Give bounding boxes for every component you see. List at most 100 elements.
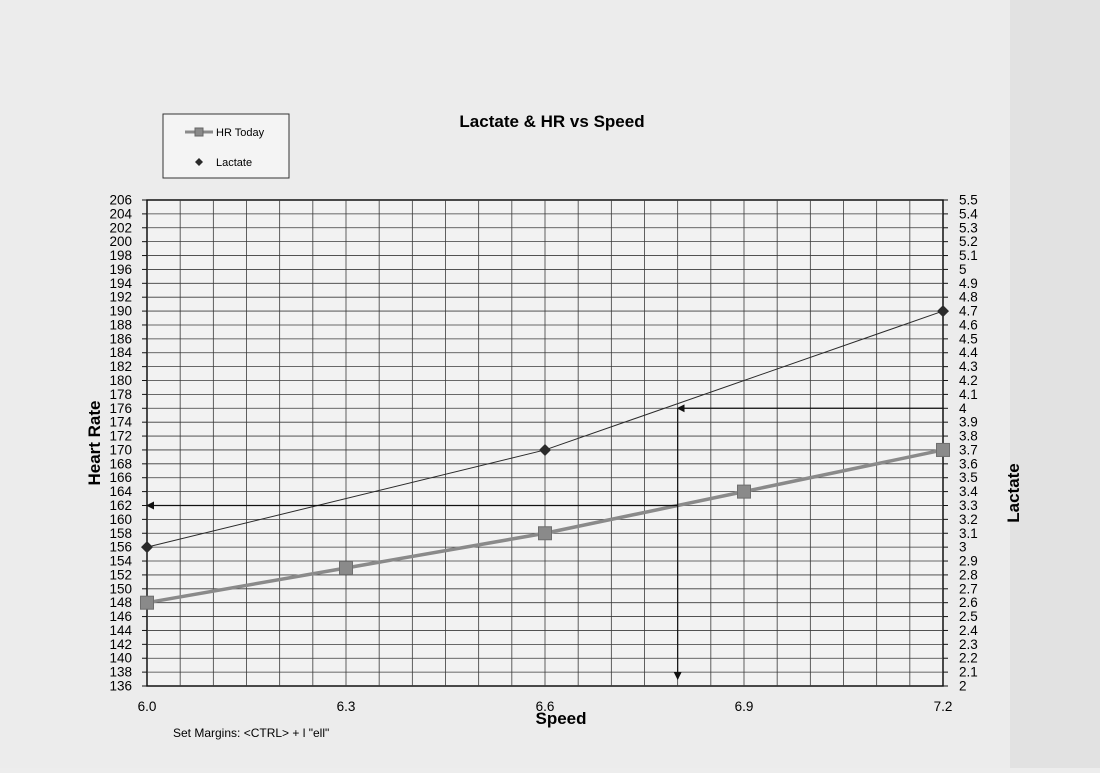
legend-hr-label: HR Today	[216, 127, 265, 139]
y-left-tick-label: 166	[109, 470, 132, 485]
hr-point	[737, 484, 751, 499]
y-right-tick-label: 5.2	[959, 234, 978, 249]
y-axis-left-label: Heart Rate	[85, 400, 104, 485]
y-left-tick-label: 172	[109, 429, 132, 444]
x-tick-label: 6.9	[735, 699, 754, 714]
y-right-tick-label: 3.5	[959, 470, 978, 485]
y-left-tick-label: 170	[109, 442, 132, 457]
legend-lactate-marker	[195, 158, 203, 166]
y-right-tick-label: 5	[959, 262, 967, 277]
y-left-tick-label: 168	[109, 456, 132, 471]
y-right-tick-label: 3.6	[959, 456, 978, 471]
x-tick-label: 6.0	[138, 699, 157, 714]
lactate-point	[141, 541, 153, 554]
y-right-tick-label: 2.8	[959, 567, 978, 582]
y-right-tick-label: 2.3	[959, 637, 978, 652]
y-right-tick-label: 2.7	[959, 581, 978, 596]
y-left-tick-label: 144	[109, 623, 132, 638]
y-left-tick-label: 148	[109, 595, 132, 610]
y-left-tick-label: 192	[109, 290, 132, 305]
footer-note: Set Margins: <CTRL> + l "ell"	[173, 726, 329, 740]
y-left-tick-label: 176	[109, 401, 132, 416]
y-right-tick-label: 3.3	[959, 498, 978, 513]
y-right-tick-label: 3.9	[959, 415, 978, 430]
hr-point	[538, 526, 552, 541]
x-axis-label: Speed	[535, 709, 586, 728]
y-right-tick-label: 3.8	[959, 429, 978, 444]
y-left-tick-label: 152	[109, 567, 132, 582]
y-left-tick-label: 180	[109, 373, 132, 388]
y-right-tick-label: 4.9	[959, 276, 978, 291]
y-left-tick-label: 136	[109, 679, 132, 694]
y-right-tick-label: 4.6	[959, 317, 978, 332]
y-left-tick-label: 198	[109, 248, 132, 263]
y-left-tick-label: 182	[109, 359, 132, 374]
y-left-tick-label: 162	[109, 498, 132, 513]
paper-edge-shadow	[1010, 0, 1100, 768]
annotation-arrows	[146, 404, 943, 681]
lactate-point	[539, 443, 551, 456]
legend-hr-marker	[194, 127, 204, 137]
y-left-tick-label: 196	[109, 262, 132, 277]
y-left-tick-label: 200	[109, 234, 132, 249]
y-right-tick-labels: 22.12.22.32.42.52.62.72.82.933.13.23.33.…	[943, 193, 978, 694]
series-layer	[140, 305, 950, 610]
y-right-tick-label: 5.3	[959, 220, 978, 235]
y-left-tick-label: 194	[109, 276, 132, 291]
hr-point	[936, 442, 950, 457]
y-left-tick-label: 156	[109, 540, 132, 555]
y-right-tick-label: 2.6	[959, 595, 978, 610]
y-left-tick-label: 160	[109, 512, 132, 527]
y-right-tick-label: 5.4	[959, 206, 978, 221]
y-left-tick-label: 174	[109, 415, 132, 430]
legend: HR Today Lactate	[162, 113, 290, 179]
y-right-tick-label: 3.7	[959, 442, 978, 457]
x-tick-label: 7.2	[934, 699, 953, 714]
y-left-tick-label: 164	[109, 484, 132, 499]
legend-box	[162, 113, 290, 179]
y-right-tick-label: 4.2	[959, 373, 978, 388]
hr-point	[339, 560, 353, 575]
y-right-tick-label: 3.1	[959, 526, 978, 541]
y-left-tick-label: 178	[109, 387, 132, 402]
y-left-tick-labels: 1361381401421441461481501521541561581601…	[109, 193, 147, 694]
y-right-tick-label: 4.5	[959, 331, 978, 346]
y-right-tick-label: 2.9	[959, 554, 978, 569]
y-left-tick-label: 138	[109, 665, 132, 680]
y-left-tick-label: 184	[109, 345, 132, 360]
y-right-tick-label: 2.2	[959, 651, 978, 666]
y-right-tick-label: 2.5	[959, 609, 978, 624]
y-right-tick-label: 2	[959, 679, 967, 694]
y-left-tick-label: 154	[109, 554, 132, 569]
y-right-tick-label: 4.4	[959, 345, 978, 360]
y-right-tick-label: 4	[959, 401, 967, 416]
y-right-tick-label: 5.5	[959, 193, 978, 208]
x-tick-labels: 6.0 6.3 6.6 6.9 7.2	[138, 699, 953, 714]
y-right-tick-label: 4.1	[959, 387, 978, 402]
legend-lactate-label: Lactate	[216, 157, 252, 169]
y-left-tick-label: 188	[109, 317, 132, 332]
y-left-tick-label: 186	[109, 331, 132, 346]
y-axis-right-label: Lactate	[1004, 463, 1023, 523]
y-left-tick-label: 150	[109, 581, 132, 596]
y-left-tick-label: 204	[109, 206, 132, 221]
y-right-tick-label: 5.1	[959, 248, 978, 263]
y-left-tick-label: 190	[109, 304, 132, 319]
x-tick-label: 6.6	[536, 699, 555, 714]
y-left-tick-label: 140	[109, 651, 132, 666]
y-right-tick-label: 4.7	[959, 304, 978, 319]
y-left-tick-label: 202	[109, 220, 132, 235]
y-right-tick-label: 2.1	[959, 665, 978, 680]
hr-point	[140, 595, 154, 610]
y-left-tick-label: 206	[109, 193, 132, 208]
y-left-tick-label: 146	[109, 609, 132, 624]
lactate-point	[937, 305, 949, 318]
y-right-tick-label: 3	[959, 540, 967, 555]
grid-lines	[147, 200, 943, 686]
y-right-tick-label: 3.4	[959, 484, 978, 499]
y-left-tick-label: 142	[109, 637, 132, 652]
y-left-tick-label: 158	[109, 526, 132, 541]
y-right-tick-label: 4.8	[959, 290, 978, 305]
